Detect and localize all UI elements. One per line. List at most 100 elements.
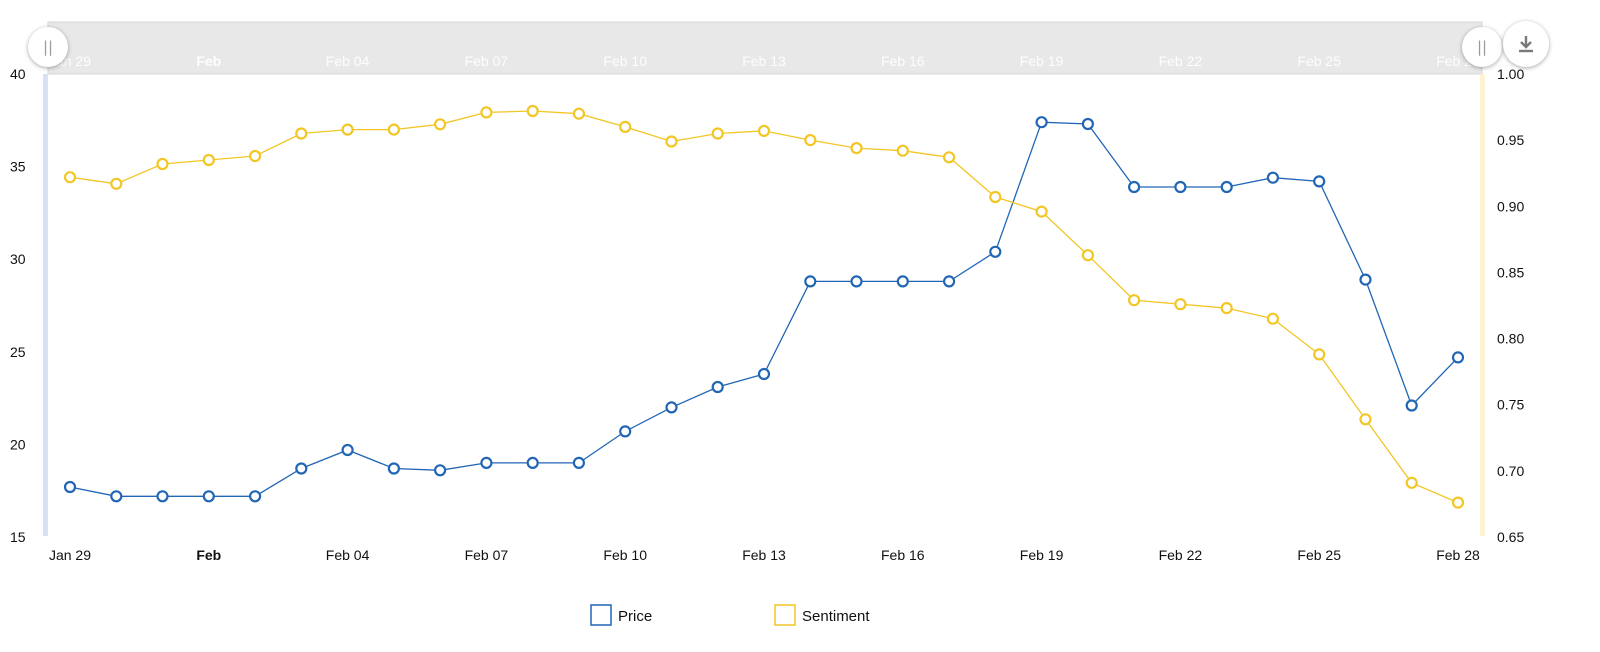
y-left-tick-label: 35 <box>10 159 26 175</box>
data-point-sentiment[interactable] <box>711 127 724 140</box>
data-point-price[interactable] <box>850 275 863 288</box>
data-point-price[interactable] <box>1127 180 1141 194</box>
data-point-price[interactable] <box>619 425 632 438</box>
left-y-axis: 15 20 25 30 35 40 <box>10 66 26 545</box>
data-point-sentiment[interactable] <box>1174 298 1187 311</box>
data-point-sentiment[interactable] <box>434 118 447 131</box>
data-point-sentiment[interactable] <box>387 123 400 136</box>
data-point-price[interactable] <box>1081 117 1095 131</box>
data-point-sentiment[interactable] <box>295 127 308 140</box>
right-axis-band <box>1480 74 1485 536</box>
data-point-sentiment[interactable] <box>1266 312 1280 325</box>
navigator-tick-label: Feb 25 <box>1297 53 1341 69</box>
data-point-price[interactable] <box>434 464 447 477</box>
data-point-price[interactable] <box>1174 180 1187 194</box>
data-point-price[interactable] <box>804 275 817 288</box>
range-navigator[interactable] <box>47 21 1483 75</box>
data-point-price[interactable] <box>63 480 77 494</box>
y-right-tick-label: 1.00 <box>1497 66 1524 82</box>
navigator-tick-label: Feb 07 <box>465 53 509 69</box>
data-point-price[interactable] <box>665 401 678 414</box>
data-point-price[interactable] <box>249 490 262 503</box>
data-point-price[interactable] <box>295 462 308 475</box>
data-point-sentiment[interactable] <box>804 134 817 147</box>
x-tick-label: Feb 10 <box>603 547 647 563</box>
data-point-sentiment[interactable] <box>619 120 632 134</box>
y-left-tick-label: 20 <box>10 436 26 452</box>
data-point-sentiment[interactable] <box>1220 302 1233 315</box>
data-point-price[interactable] <box>757 367 771 381</box>
y-right-tick-label: 0.95 <box>1497 132 1524 148</box>
data-point-sentiment[interactable] <box>665 135 678 148</box>
navigator-tick-label: Feb 13 <box>742 53 786 69</box>
navigator-tick-label: Feb 22 <box>1159 53 1203 69</box>
series-line-sentiment <box>69 110 1459 504</box>
data-point-sentiment[interactable] <box>110 177 123 190</box>
data-point-price[interactable] <box>572 456 586 469</box>
legend-label-sentiment: Sentiment <box>802 608 870 625</box>
download-button[interactable] <box>1503 21 1549 67</box>
data-point-price[interactable] <box>896 275 909 288</box>
data-point-sentiment[interactable] <box>341 123 354 136</box>
data-point-price[interactable] <box>526 456 539 469</box>
data-point-price[interactable] <box>1220 180 1233 194</box>
data-point-sentiment[interactable] <box>526 104 539 118</box>
series-layer <box>63 104 1465 509</box>
data-point-price[interactable] <box>480 456 493 469</box>
x-tick-label: Feb 25 <box>1297 547 1341 563</box>
data-point-price[interactable] <box>202 490 215 503</box>
data-point-sentiment[interactable] <box>1081 249 1095 262</box>
data-point-sentiment[interactable] <box>1405 476 1418 489</box>
x-tick-label: Feb 04 <box>326 547 370 563</box>
data-point-price[interactable] <box>711 380 724 394</box>
x-tick-label: Jan 29 <box>49 547 91 563</box>
series-line-price <box>69 121 1459 497</box>
y-left-tick-label: 15 <box>10 529 26 545</box>
data-point-price[interactable] <box>1313 175 1326 188</box>
legend: Price Sentiment <box>590 604 870 626</box>
left-axis-band <box>43 74 48 536</box>
data-point-sentiment[interactable] <box>202 153 215 167</box>
navigator-tick-label: Feb <box>196 53 221 69</box>
navigator-left-handle[interactable]: || <box>28 27 68 67</box>
data-point-price[interactable] <box>1359 273 1372 286</box>
data-point-price[interactable] <box>1266 171 1280 184</box>
data-point-sentiment[interactable] <box>249 149 262 163</box>
legend-item-price[interactable]: Price <box>590 604 652 626</box>
x-axis: Jan 29 Feb Feb 04 Feb 07 Feb 10 Feb 13 Feb 16 F… <box>49 547 1480 563</box>
data-point-sentiment[interactable] <box>989 190 1002 204</box>
data-point-price[interactable] <box>156 490 169 503</box>
download-icon <box>1519 36 1533 53</box>
data-point-sentiment[interactable] <box>1127 294 1141 307</box>
data-point-price[interactable] <box>1035 116 1048 129</box>
x-tick-label: Feb 16 <box>881 547 925 563</box>
x-tick-label: Feb 07 <box>465 547 509 563</box>
data-point-sentiment[interactable] <box>480 106 493 119</box>
navigator-right-handle[interactable]: || <box>1462 27 1502 67</box>
data-point-sentiment[interactable] <box>63 171 77 184</box>
data-point-sentiment[interactable] <box>757 124 771 137</box>
data-point-sentiment[interactable] <box>1359 413 1372 426</box>
data-point-price[interactable] <box>942 275 956 288</box>
data-point-price[interactable] <box>1451 351 1465 364</box>
data-point-sentiment[interactable] <box>896 144 909 157</box>
data-point-price[interactable] <box>387 462 400 475</box>
right-y-axis: 0.65 0.70 0.75 0.80 0.85 0.90 0.95 1.00 <box>1497 66 1524 545</box>
legend-item-sentiment[interactable]: Sentiment <box>774 604 870 626</box>
data-point-sentiment[interactable] <box>850 142 863 155</box>
data-point-sentiment[interactable] <box>156 157 169 171</box>
data-point-sentiment[interactable] <box>1451 496 1465 509</box>
data-point-price[interactable] <box>989 245 1002 258</box>
data-point-sentiment[interactable] <box>942 151 956 164</box>
data-point-sentiment[interactable] <box>1313 348 1326 361</box>
data-point-price[interactable] <box>341 443 354 457</box>
data-point-price[interactable] <box>110 490 123 503</box>
navigator-tick-label: Feb 10 <box>603 53 647 69</box>
x-tick-label: Feb 19 <box>1020 547 1064 563</box>
navigator-tick-label: Feb 19 <box>1020 53 1064 69</box>
data-point-price[interactable] <box>1405 399 1418 412</box>
navigator-tick-label: Feb 16 <box>881 53 925 69</box>
data-point-sentiment[interactable] <box>1035 205 1048 218</box>
data-point-sentiment[interactable] <box>572 107 586 120</box>
